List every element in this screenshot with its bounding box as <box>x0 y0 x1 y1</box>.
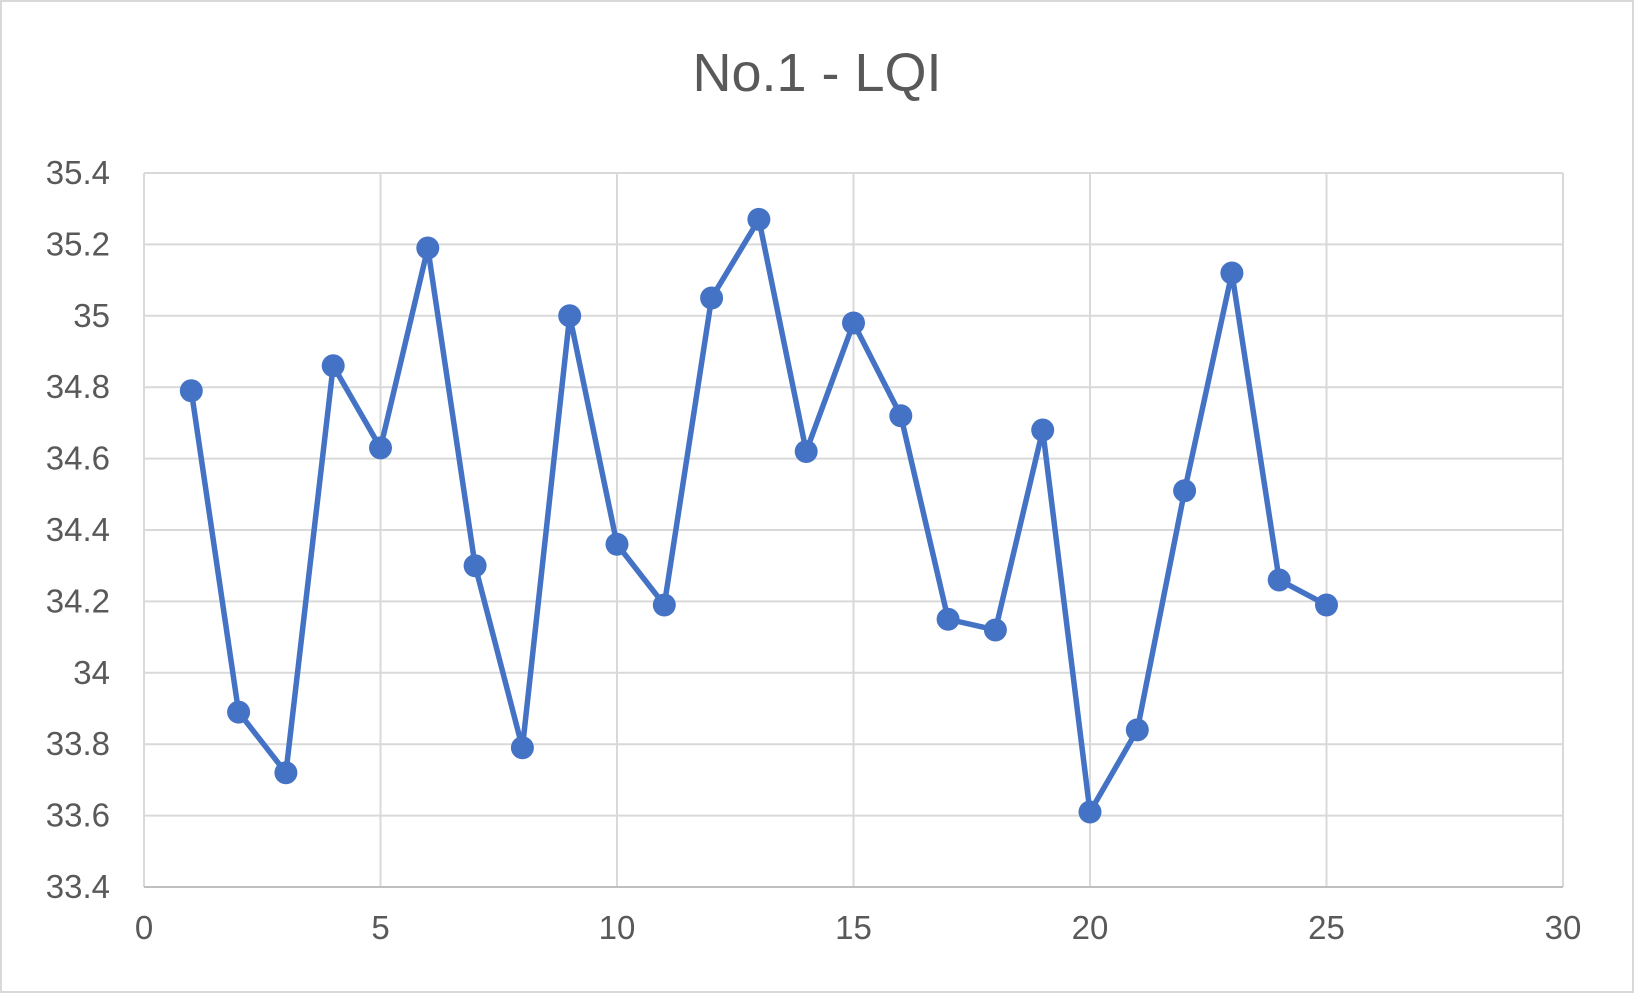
data-point <box>700 286 724 310</box>
data-point <box>321 354 345 378</box>
data-point <box>1220 261 1244 285</box>
y-tick-label: 34.6 <box>46 440 110 477</box>
data-point <box>558 304 582 328</box>
data-point <box>369 436 392 460</box>
data-point <box>1267 568 1291 592</box>
data-point <box>983 618 1007 642</box>
x-tick-label: 20 <box>1072 909 1109 946</box>
data-point <box>1315 593 1338 617</box>
data-point <box>179 379 203 403</box>
data-point <box>1173 479 1197 503</box>
x-tick-label: 25 <box>1308 909 1345 946</box>
data-point <box>842 311 865 335</box>
x-tick-label: 5 <box>371 909 389 946</box>
y-tick-label: 34.4 <box>46 511 110 548</box>
chart-title: No.1 - LQI <box>692 43 942 103</box>
x-tick-label: 30 <box>1545 909 1582 946</box>
y-tick-label: 34.2 <box>46 582 110 619</box>
y-tick-label: 34.8 <box>46 368 110 405</box>
data-point <box>227 700 251 724</box>
y-tick-label: 35.4 <box>46 154 110 191</box>
series-layer <box>179 207 1338 824</box>
x-tick-label: 0 <box>135 909 153 946</box>
y-tick-label: 33.8 <box>46 725 110 762</box>
x-tick-label: 15 <box>835 909 872 946</box>
axis-tick-labels: 33.4 33.6 33.8 34 34.2 34.4 34.6 34.8 35 35.2 35.4… <box>46 154 1582 946</box>
data-point <box>747 207 771 231</box>
data-point <box>1031 418 1055 442</box>
x-tick-label: 10 <box>599 909 636 946</box>
y-tick-label: 33.6 <box>46 797 110 834</box>
data-point <box>652 593 676 617</box>
data-point <box>889 404 913 428</box>
data-point <box>274 761 298 785</box>
data-point <box>416 236 440 260</box>
data-point <box>463 554 487 578</box>
data-point <box>1078 800 1102 824</box>
y-tick-label: 35.2 <box>46 225 110 262</box>
y-tick-label: 35 <box>73 297 110 334</box>
data-point <box>936 607 960 631</box>
y-tick-label: 33.4 <box>46 868 110 905</box>
data-point <box>1125 718 1149 742</box>
series-line <box>188 216 1328 815</box>
data-point <box>605 532 629 556</box>
gridlines <box>143 172 1564 888</box>
data-point <box>510 736 534 760</box>
y-tick-label: 34 <box>73 654 110 691</box>
data-point <box>794 439 818 463</box>
